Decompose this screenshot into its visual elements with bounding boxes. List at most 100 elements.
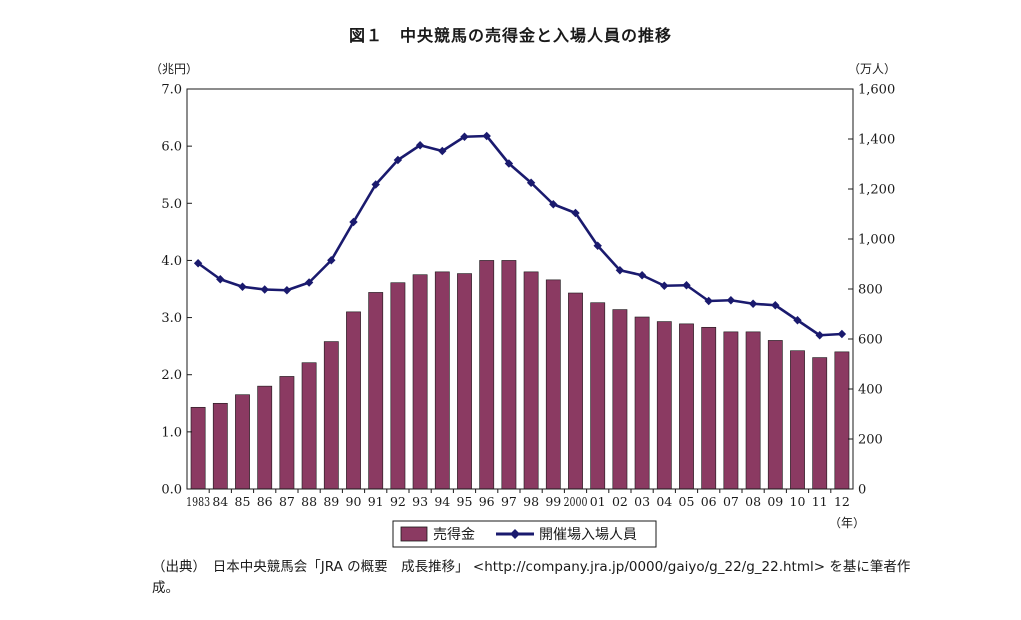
y-left-tick-label: 6.0 <box>161 140 182 155</box>
x-tick-label: 02 <box>612 494 628 509</box>
line-series <box>193 131 847 340</box>
line-point <box>193 259 203 268</box>
y-right-unit-label: （万人） <box>848 62 896 76</box>
bar <box>346 311 361 490</box>
chart-title: 図１ 中央競馬の売得金と入場人員の推移 <box>348 26 672 45</box>
x-tick-label: 84 <box>212 494 228 509</box>
line-point <box>660 281 669 290</box>
y-right-tick-label: 400 <box>858 383 883 398</box>
x-tick-label: 94 <box>434 494 450 509</box>
source-note: （出典） 日本中央競馬会「JRA の概要 成長推移」 <http://compa… <box>152 559 911 596</box>
line-point <box>815 331 824 340</box>
bar <box>190 406 206 490</box>
bar <box>279 376 295 490</box>
line-point <box>438 146 447 156</box>
line-point <box>748 299 758 308</box>
line-point <box>504 159 514 168</box>
line-point <box>393 155 403 165</box>
bar <box>235 394 250 490</box>
x-tick-label: 85 <box>235 494 251 509</box>
legend-line-marker <box>510 529 520 539</box>
bar-series <box>190 260 850 490</box>
y-left-tick-label: 7.0 <box>161 83 182 98</box>
y-left-tick-label: 2.0 <box>161 368 182 383</box>
y-axis-right: 0 200 400 600 800 1,000 1,200 1,400 1,600 <box>848 83 895 498</box>
line-point <box>327 256 336 265</box>
y-right-tick-label: 0 <box>858 483 866 498</box>
x-tick-label: 91 <box>368 494 384 509</box>
y-right-tick-label: 200 <box>858 433 883 448</box>
line-point <box>593 241 602 250</box>
line-point <box>615 266 625 275</box>
x-tick-label: 99 <box>545 494 561 509</box>
x-tick-label: 98 <box>523 494 539 509</box>
line-path <box>197 134 842 337</box>
x-tick-label: 95 <box>457 494 473 509</box>
y-right-tick-label: 1,400 <box>858 133 895 148</box>
x-tick-label: 96 <box>479 494 495 509</box>
x-tick-label: 09 <box>767 494 783 509</box>
bar <box>701 326 717 490</box>
line-point <box>349 217 358 227</box>
line-point <box>216 275 225 284</box>
bar <box>323 341 339 490</box>
bar <box>723 331 739 490</box>
x-axis: 1983 84 85 86 87 88 89 90 91 92 93 94 95 96 97 98 99 2000… <box>186 489 850 509</box>
bar <box>679 323 694 490</box>
x-tick-label: 97 <box>501 494 517 509</box>
y-left-tick-label: 3.0 <box>161 311 182 326</box>
x-tick-label: 04 <box>656 494 672 509</box>
line-point <box>260 285 269 294</box>
bar <box>834 351 850 490</box>
x-tick-label: 93 <box>412 494 428 509</box>
x-tick-label: 10 <box>790 494 806 509</box>
line-point <box>771 301 780 310</box>
y-axis-left: 0.0 1.0 2.0 3.0 4.0 5.0 6.0 7.0 <box>161 83 192 498</box>
x-tick-label: 89 <box>323 494 339 509</box>
bar <box>812 357 828 490</box>
x-tick-label: 12 <box>834 494 850 509</box>
legend-bar-label: 売得金 <box>433 526 475 543</box>
legend-line-label: 開催場入場人員 <box>539 527 637 543</box>
x-tick-label: 1983 <box>186 494 210 509</box>
line-point <box>238 282 247 291</box>
line-point <box>482 131 491 141</box>
bar <box>790 350 805 490</box>
y-left-tick-label: 4.0 <box>161 254 182 269</box>
line-point <box>726 296 736 305</box>
y-right-tick-label: 1,600 <box>858 83 895 98</box>
bar <box>390 282 406 490</box>
bar <box>523 271 539 490</box>
bar <box>590 302 606 490</box>
line-point <box>571 208 580 218</box>
line-point <box>549 200 558 209</box>
bar <box>501 260 517 490</box>
x-tick-label: 03 <box>634 494 650 509</box>
bar <box>434 271 450 490</box>
bar <box>745 331 761 490</box>
x-tick-label: 08 <box>745 494 761 509</box>
x-tick-label: 2000 <box>564 494 588 509</box>
bar <box>767 340 783 490</box>
x-tick-label: 88 <box>301 494 317 509</box>
y-right-tick-label: 600 <box>858 333 883 348</box>
bar <box>656 321 672 490</box>
y-left-unit-label: （兆円） <box>150 62 198 76</box>
chart: 0.0 1.0 2.0 3.0 4.0 5.0 6.0 7.0 0 200 400 600 800 1,… <box>150 62 896 548</box>
legend: 売得金 開催場入場人員 <box>392 520 657 548</box>
y-left-tick-label: 1.0 <box>161 425 182 440</box>
bar <box>301 362 317 490</box>
y-right-tick-label: 1,000 <box>858 233 895 248</box>
x-tick-label: 06 <box>701 494 717 509</box>
bar <box>568 292 583 490</box>
x-tick-label: 87 <box>279 494 295 509</box>
x-tick-label: 90 <box>346 494 362 509</box>
bar <box>368 292 384 490</box>
bar <box>634 316 650 490</box>
line-point <box>704 296 713 306</box>
y-left-tick-label: 5.0 <box>161 197 182 212</box>
bar <box>257 385 273 490</box>
bar <box>479 260 495 490</box>
y-left-tick-label: 0.0 <box>161 483 182 498</box>
x-tick-label: 11 <box>812 494 828 509</box>
